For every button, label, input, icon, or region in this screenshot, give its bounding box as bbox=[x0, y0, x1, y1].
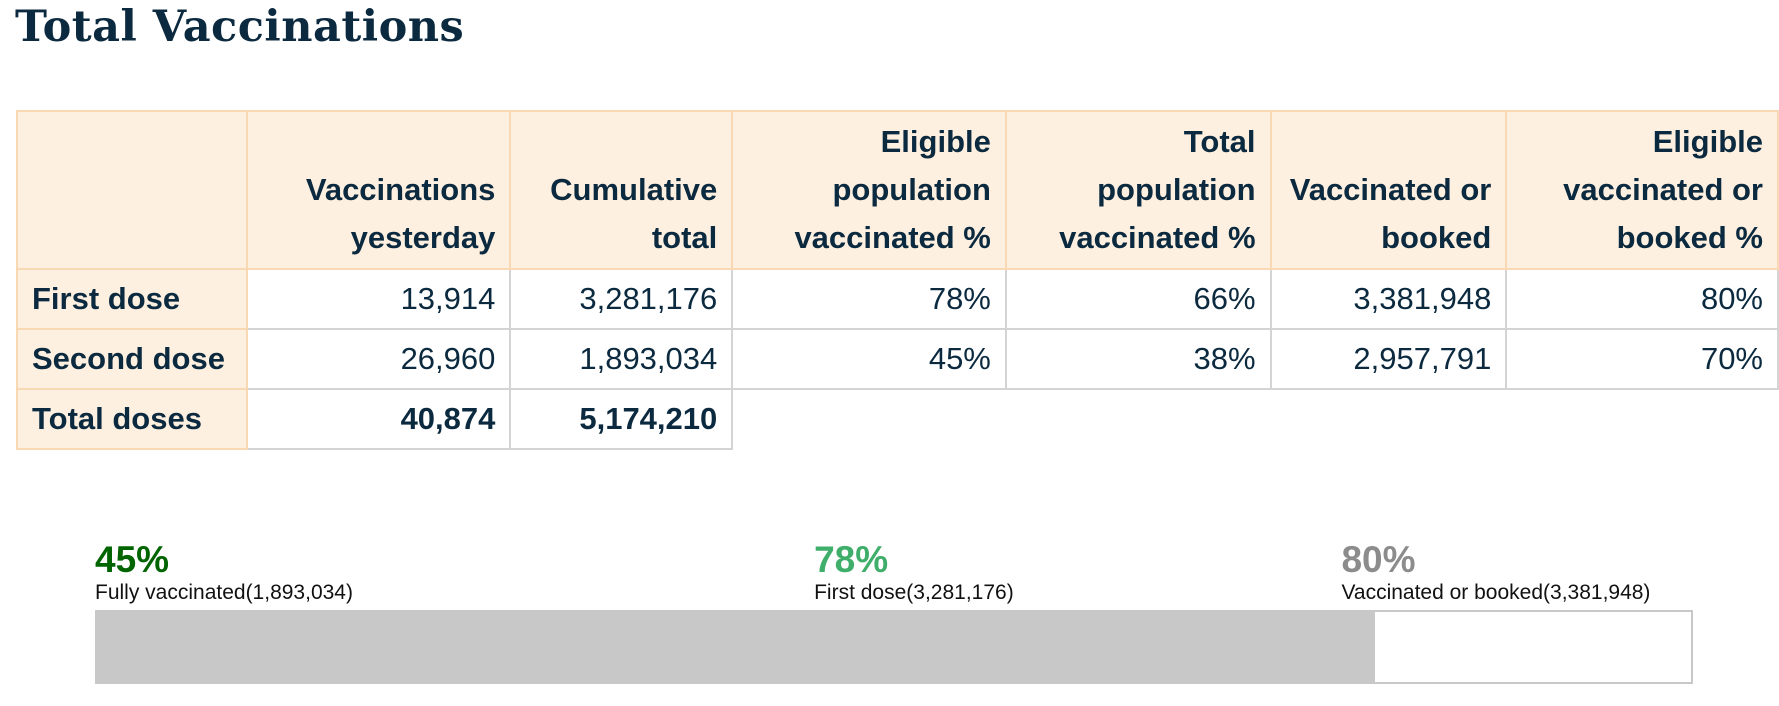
header-eligible-population-vaccinated: Eligible population vaccinated % bbox=[731, 110, 1007, 270]
header-total-population-vaccinated: Total population vaccinated % bbox=[1004, 110, 1272, 270]
row-label-total-doses: Total doses bbox=[16, 388, 248, 450]
bar-label-1: 45% Fully vaccinated(1,893,034) bbox=[95, 540, 353, 606]
bar-label-2: 78% First dose(3,281,176) bbox=[814, 540, 1014, 606]
page-title: Total Vaccinations bbox=[15, 2, 465, 52]
bar-percentage-label: 78% bbox=[814, 539, 889, 580]
bar-percentage-label: 45% bbox=[95, 539, 170, 580]
table-cell: 13,914 bbox=[245, 268, 512, 330]
table-cell: 2,957,791 bbox=[1269, 328, 1508, 390]
bar-segment-3 bbox=[97, 612, 1376, 682]
bar-description-label: Fully vaccinated(1,893,034) bbox=[95, 581, 353, 604]
vaccination-progress-chart: 45% Fully vaccinated(1,893,034) 78% First d… bbox=[95, 540, 1695, 690]
header-vaccinations-yesterday: Vaccinations yesterday bbox=[245, 110, 512, 270]
table-cell: 45% bbox=[731, 328, 1007, 390]
empty-cell bbox=[732, 389, 1006, 449]
row-label-second-dose: Second dose bbox=[16, 328, 248, 390]
bar-label-3: 80% Vaccinated or booked(3,381,948) bbox=[1341, 540, 1650, 606]
row-label-first-dose: First dose bbox=[16, 268, 248, 330]
table-cell: 1,893,034 bbox=[509, 328, 734, 390]
table-cell: 26,960 bbox=[245, 328, 512, 390]
table-cell-total: 40,874 bbox=[245, 388, 512, 450]
table-cell: 70% bbox=[1505, 328, 1779, 390]
bar-description-label: Vaccinated or booked(3,381,948) bbox=[1341, 581, 1651, 604]
bar-percentage-label: 80% bbox=[1341, 539, 1416, 580]
table-header-row: Vaccinations yesterday Cumulative total … bbox=[16, 110, 1779, 270]
table-cell: 78% bbox=[731, 268, 1007, 330]
vaccinations-table: Vaccinations yesterday Cumulative total … bbox=[16, 110, 1779, 450]
empty-cell bbox=[1006, 389, 1271, 449]
progress-bar-track bbox=[95, 610, 1693, 684]
table-row-second-dose: Second dose 26,960 1,893,034 45% 38% 2,9… bbox=[16, 328, 1779, 390]
header-cumulative-total: Cumulative total bbox=[509, 110, 734, 270]
empty-cell bbox=[1506, 389, 1778, 449]
table-cell: 80% bbox=[1505, 268, 1779, 330]
header-vaccinated-or-booked: Vaccinated or booked bbox=[1269, 110, 1508, 270]
table-cell: 66% bbox=[1004, 268, 1272, 330]
table-row-total-doses: Total doses 40,874 5,174,210 bbox=[16, 388, 1778, 450]
empty-cell bbox=[1271, 389, 1507, 449]
table-cell: 38% bbox=[1004, 328, 1272, 390]
table-cell-total: 5,174,210 bbox=[509, 388, 734, 450]
table-cell: 3,381,948 bbox=[1269, 268, 1508, 330]
header-eligible-vaccinated-or-booked: Eligible vaccinated or booked % bbox=[1505, 110, 1779, 270]
bar-description-label: First dose(3,281,176) bbox=[814, 581, 1014, 604]
table-row-first-dose: First dose 13,914 3,281,176 78% 66% 3,38… bbox=[16, 268, 1779, 330]
header-corner-cell bbox=[16, 110, 248, 270]
table-cell: 3,281,176 bbox=[509, 268, 734, 330]
